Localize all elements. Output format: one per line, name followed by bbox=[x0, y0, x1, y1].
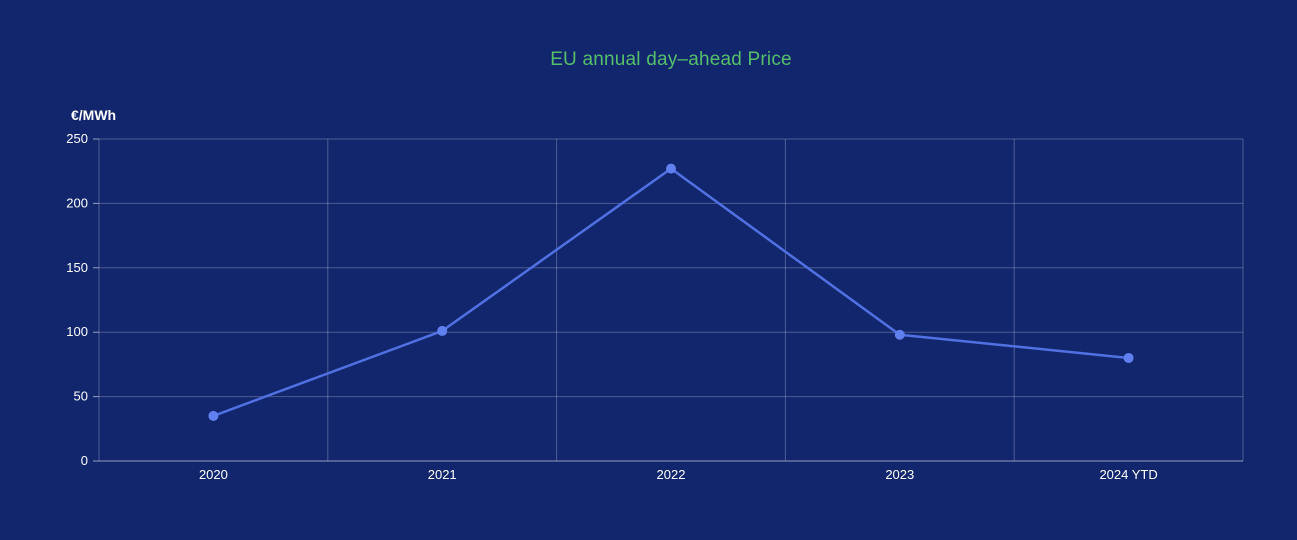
data-point-2020[interactable] bbox=[208, 410, 219, 421]
data-point-2021[interactable] bbox=[437, 325, 448, 336]
y-tick-label: 250 bbox=[66, 131, 88, 146]
x-tick-label: 2020 bbox=[199, 467, 228, 482]
y-tick-label: 150 bbox=[66, 260, 88, 275]
data-point-2024-ytd[interactable] bbox=[1123, 352, 1134, 363]
y-tick-label: 200 bbox=[66, 195, 88, 210]
data-point-2022[interactable] bbox=[666, 163, 676, 174]
data-point-2023[interactable] bbox=[894, 329, 905, 340]
y-axis-unit-label: €/MWh bbox=[71, 107, 117, 123]
x-tick-label: 2023 bbox=[885, 467, 914, 482]
price-line-series bbox=[212, 167, 1130, 418]
y-tick-label: 100 bbox=[66, 324, 88, 339]
x-tick-label: 2022 bbox=[657, 467, 686, 482]
x-tick-label: 2021 bbox=[428, 467, 457, 482]
chart-title: EU annual day–ahead Price bbox=[550, 49, 792, 70]
y-tick-label: 0 bbox=[81, 453, 88, 468]
y-tick-label: 50 bbox=[74, 389, 88, 404]
x-tick-label: 2024 YTD bbox=[1099, 467, 1157, 482]
